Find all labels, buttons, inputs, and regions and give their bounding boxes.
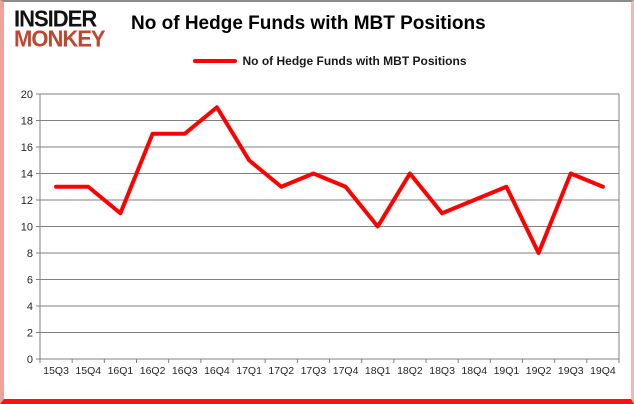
- legend-label: No of Hedge Funds with MBT Positions: [242, 54, 467, 68]
- x-tick-label: 18Q2: [397, 365, 423, 377]
- x-tick-label: 16Q1: [108, 365, 134, 377]
- x-tick-label: 16Q2: [140, 365, 166, 377]
- y-tick-label: 12: [21, 195, 33, 207]
- y-tick-label: 18: [21, 116, 33, 128]
- x-tick-label: 17Q3: [301, 365, 327, 377]
- logo-line-insider: INSIDER: [14, 5, 97, 32]
- x-tick-label: 18Q4: [461, 365, 487, 377]
- x-tick-label: 19Q4: [590, 365, 616, 377]
- y-tick-label: 10: [21, 222, 33, 234]
- x-tick-label: 18Q3: [429, 365, 455, 377]
- y-tick-label: 2: [27, 328, 33, 340]
- line-chart-svg: 0 2 4 6 8 10 12 14 16 18 20 15Q3 15Q4 16Q1 16Q2 16Q3 16Q…: [21, 89, 620, 377]
- y-tick-label: 6: [27, 275, 33, 287]
- series-line: [54, 105, 605, 255]
- chart-title: No of Hedge Funds with MBT Positions: [131, 13, 486, 34]
- y-tick-label: 0: [27, 354, 33, 366]
- x-tick-label: 16Q3: [172, 365, 198, 377]
- chart-legend: No of Hedge Funds with MBT Positions: [40, 54, 619, 68]
- x-tick-label: 18Q1: [365, 365, 391, 377]
- x-tick-label: 16Q4: [204, 365, 230, 377]
- x-tick-label: 17Q4: [333, 365, 359, 377]
- x-tick-label: 19Q2: [526, 365, 552, 377]
- x-tick-label: 19Q1: [494, 365, 520, 377]
- y-tick-label: 8: [27, 248, 33, 260]
- x-tick-label: 17Q2: [268, 365, 294, 377]
- y-tick-label: 14: [21, 169, 33, 181]
- y-tick-label: 20: [21, 89, 33, 101]
- logo-line-monkey: MONKEY: [14, 25, 106, 53]
- y-tick-label: 4: [27, 301, 33, 313]
- x-tick-label: 19Q3: [558, 365, 584, 377]
- x-tick-label: 15Q3: [43, 365, 69, 377]
- insider-monkey-logo: INSIDER MONKEY: [14, 5, 106, 53]
- legend-line-swatch: [192, 59, 237, 63]
- x-tick-label: 17Q1: [236, 365, 262, 377]
- y-tick-label: 16: [21, 142, 33, 154]
- x-tick-label: 15Q4: [75, 365, 101, 377]
